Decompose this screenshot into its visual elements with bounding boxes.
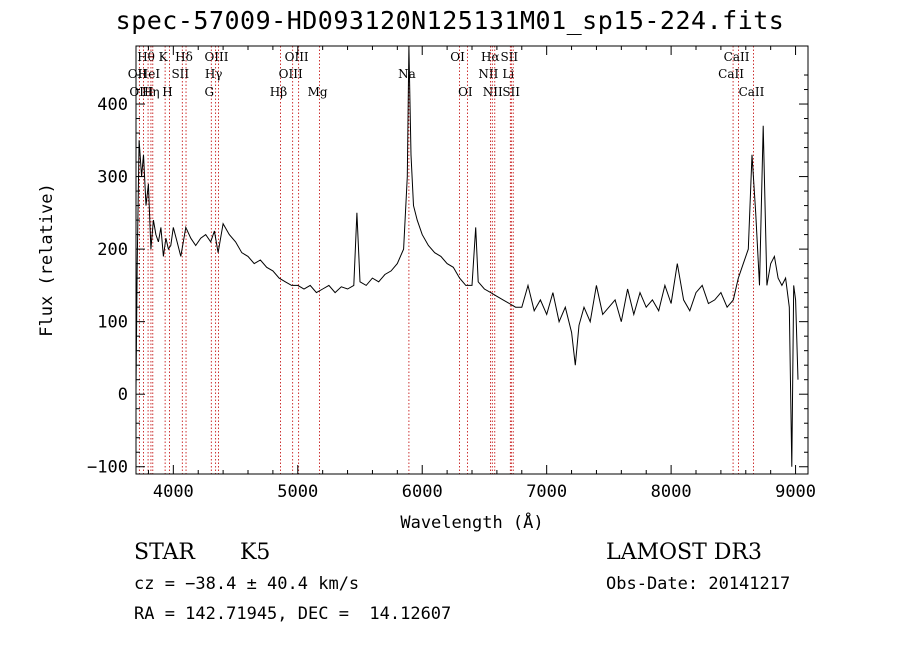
line-label-26: CaII (724, 50, 750, 64)
object-subclass: K5 (240, 540, 271, 565)
line-label-5: K (159, 50, 169, 64)
line-label-21: NII (483, 85, 503, 99)
y-tick-label-2: 100 (97, 313, 128, 333)
line-label-13: OIII (279, 67, 303, 81)
line-label-7: SII (171, 67, 189, 81)
x-tick-label-1: 5000 (277, 482, 318, 502)
line-label-12: Hβ (270, 85, 287, 99)
y-axis-label: Flux (relative) (37, 183, 57, 337)
line-label-17: OI (450, 50, 465, 64)
line-label-3: HeI (138, 67, 161, 81)
y-tick-label-4: 300 (97, 168, 128, 188)
line-label-22: SII (500, 50, 518, 64)
axes: 4000 5000 6000 7000 8000 9000 −100 0 100 200 300 40… (87, 46, 816, 502)
line-label-0: OII (128, 67, 148, 81)
plot-frame (135, 45, 809, 475)
line-label-10: Hγ (205, 67, 223, 81)
line-label-9: OIII (204, 50, 228, 64)
redshift-cz: cz = −38.4 ± 40.4 km/s (134, 574, 360, 594)
line-label-8: Hδ (175, 50, 193, 64)
line-label-27: CaII (739, 85, 765, 99)
line-label-19: NII (478, 67, 498, 81)
y-tick-label-0: −100 (87, 458, 128, 478)
chart-title: spec-57009-HD093120N125131M01_sp15-224.f… (115, 6, 785, 35)
y-tick-label-1: 0 (118, 385, 128, 405)
line-label-14: OIII (285, 50, 309, 64)
line-label-15: Mg (308, 85, 328, 99)
x-tick-label-0: 4000 (153, 482, 194, 502)
line-label-11: G (204, 85, 214, 99)
y-tick-label-5: 400 (97, 95, 128, 115)
x-tick-label-5: 9000 (775, 482, 816, 502)
x-axis-label: Wavelength (Å) (400, 511, 543, 533)
survey-name: LAMOST DR3 (606, 540, 762, 565)
x-tick-label-3: 7000 (526, 482, 567, 502)
spectrum-series (135, 45, 799, 467)
x-tick-label-2: 6000 (402, 482, 443, 502)
line-label-23: Li (502, 67, 514, 81)
y-tick-label-3: 200 (97, 240, 128, 260)
line-label-18: OI (458, 85, 473, 99)
line-label-4: Hη (142, 85, 160, 99)
x-tick-label-4: 8000 (651, 482, 692, 502)
series-line-0 (135, 45, 799, 467)
line-label-2: Hθ (137, 50, 155, 64)
line-label-24: SII (502, 85, 520, 99)
obs-date: Obs-Date: 20141217 (606, 574, 791, 594)
ra-dec: RA = 142.71945, DEC = 14.12607 (134, 604, 452, 624)
line-label-6: H (162, 85, 172, 99)
object-class: STAR (134, 540, 195, 565)
line-label-20: Hα (481, 50, 500, 64)
line-label-16: Na (398, 67, 416, 81)
line-label-25: CaII (718, 67, 744, 81)
